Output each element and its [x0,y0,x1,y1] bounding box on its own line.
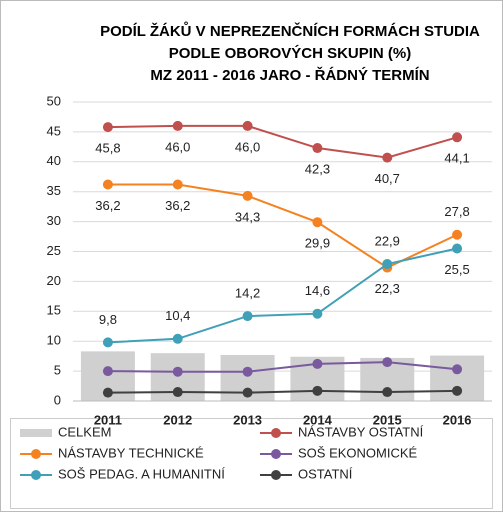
data-label: 22,3 [375,281,400,296]
data-label: 40,7 [375,171,400,186]
data-point [242,387,253,398]
data-point [172,366,183,377]
x-tick-label: 2013 [233,412,262,427]
data-label: 44,1 [444,151,469,166]
data-label: 29,9 [305,236,330,251]
data-label: 14,6 [305,283,330,298]
data-point [382,357,393,368]
y-tick-label: 40 [47,153,61,168]
data-point [452,132,463,143]
data-point [312,143,323,154]
y-tick-label: 5 [54,363,61,378]
data-point [102,387,113,398]
legend-box [10,418,493,509]
x-tick-label: 2016 [443,412,472,427]
y-tick-label: 20 [47,273,61,288]
data-point [102,366,113,377]
data-label: 42,3 [305,161,330,176]
x-tick-label: 2011 [94,412,122,427]
legend-label: SOŠ EKONOMICKÉ [298,445,418,460]
y-tick-label: 35 [47,183,61,198]
data-label: 45,8 [95,141,120,156]
data-point [452,243,463,254]
legend-label: NÁSTAVBY TECHNICKÉ [58,445,204,460]
y-tick-label: 0 [54,392,61,407]
data-label: 36,2 [165,198,190,213]
x-tick-label: 2014 [303,412,333,427]
legend-label: CELKEM [58,424,111,439]
series-line [107,361,458,373]
legend-swatch [20,429,52,437]
data-point [382,259,393,270]
legend-label: OSTATNÍ [298,466,353,481]
legend-swatch [271,449,281,459]
x-tick-label: 2012 [163,412,192,427]
data-point [452,385,463,396]
y-tick-label: 30 [47,213,61,228]
y-tick-label: 50 [47,93,61,108]
data-label: 9,8 [99,312,117,327]
data-point [382,387,393,398]
data-point [172,120,183,131]
legend-label: NÁSTAVBY OSTATNÍ [298,424,424,439]
x-tick-label: 2015 [373,412,402,427]
data-label: 25,5 [444,262,469,277]
series-line [107,124,458,159]
y-tick-label: 25 [47,243,61,258]
data-label: 46,0 [165,139,190,154]
data-point [242,190,253,201]
data-label: 14,2 [235,286,260,301]
y-tick-label: 45 [47,123,61,138]
data-point [242,366,253,377]
data-point [102,122,113,133]
legend-label: SOŠ PEDAG. A HUMANITNÍ [58,466,225,481]
data-point [102,179,113,190]
series-line [107,389,458,394]
chart-title: PODLE OBOROVÝCH SKUPIN (%) [169,44,412,62]
chart-title: MZ 2011 - 2016 JARO - ŘÁDNÝ TERMÍN [150,66,429,84]
data-point [312,217,323,228]
data-label: 34,3 [235,209,260,224]
data-point [312,308,323,319]
chart-title: PODÍL ŽÁKŮ V NEPREZENČNÍCH FORMÁCH STUDI… [100,21,480,40]
data-point [172,387,183,398]
y-tick-label: 10 [47,333,61,348]
data-point [242,311,253,322]
data-point [172,179,183,190]
data-label: 10,4 [165,308,190,323]
data-point [102,337,113,348]
data-point [452,229,463,240]
legend-swatch [271,470,281,480]
data-point [312,358,323,369]
legend-swatch [31,470,41,480]
data-label: 27,8 [444,204,469,219]
data-label: 36,2 [95,198,120,213]
data-point [312,385,323,396]
data-point [382,152,393,163]
legend-swatch [31,449,41,459]
legend-swatch [271,428,281,438]
data-label: 46,0 [235,139,260,154]
series-line [107,247,458,344]
data-label: 22,9 [375,233,400,248]
data-point [242,120,253,131]
data-point [452,364,463,375]
data-point [172,333,183,344]
y-tick-label: 15 [47,303,61,318]
